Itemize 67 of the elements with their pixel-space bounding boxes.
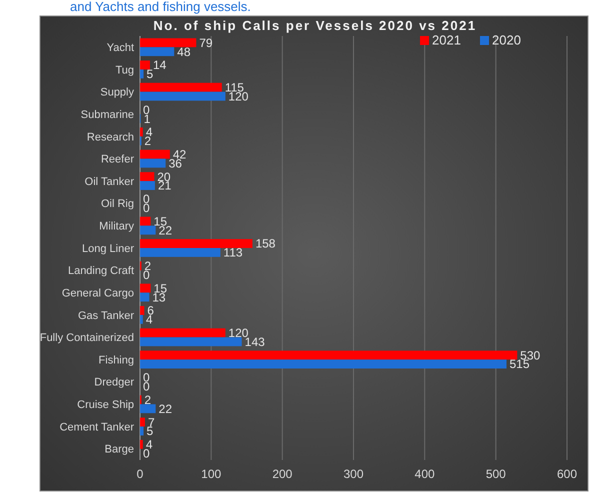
data-label: 14: [152, 58, 167, 72]
bar: [140, 350, 518, 360]
bar: [140, 284, 151, 293]
x-tick-label: 200: [272, 467, 293, 481]
bar: [140, 328, 226, 338]
bar: [140, 292, 150, 302]
chart-title: No. of ship Calls per Vessels 2020 vs 2021: [153, 18, 477, 33]
data-label: 48: [177, 44, 191, 59]
data-label: 158: [255, 236, 276, 251]
bar: [140, 158, 166, 168]
legend-label: 2020: [492, 32, 521, 48]
y-tick-label: Submarine: [80, 108, 134, 121]
data-label: 79: [199, 36, 213, 50]
y-tick-label: Barge: [104, 444, 134, 456]
bar: [140, 418, 145, 427]
bar: [140, 239, 252, 248]
y-tick-label: Gas Tanker: [78, 310, 134, 322]
bar: [140, 404, 156, 414]
y-tick-label: Tug: [115, 64, 134, 76]
text: and Yachts and fishing vessels.: [70, 0, 251, 14]
x-tick-label: 400: [414, 467, 435, 481]
data-label: 0: [143, 446, 150, 461]
data-label: 5: [146, 424, 154, 438]
y-tick-label: Yacht: [106, 42, 134, 54]
y-tick-label: Fishing: [98, 354, 134, 366]
bar: [140, 69, 144, 78]
bar: [140, 127, 143, 136]
bar: [140, 82, 222, 92]
y-tick-label: Long Liner: [82, 242, 134, 255]
bar: [140, 47, 174, 56]
bar: [140, 38, 196, 48]
data-label: 2: [144, 392, 152, 407]
data-label: 5: [146, 67, 154, 82]
y-tick-label: Research: [86, 131, 134, 144]
y-tick-label: Cruise Ship: [77, 399, 134, 412]
x-tick-label: 100: [201, 467, 222, 481]
bar: [140, 306, 144, 315]
bar: [140, 360, 507, 369]
x-tick-label: 300: [343, 467, 364, 481]
y-tick-label: Fully Containerized: [40, 332, 134, 344]
bar: [140, 426, 144, 436]
y-tick-label: Dredger: [94, 376, 134, 389]
x-tick-label: 500: [486, 467, 506, 481]
y-tick-label: Oil Rig: [100, 198, 134, 210]
y-tick-label: Supply: [100, 86, 134, 99]
y-tick-label: Oil Tanker: [84, 176, 134, 188]
bar: [140, 314, 143, 324]
bar: [140, 216, 151, 226]
bar: [140, 181, 155, 190]
x-tick-label: 0: [136, 467, 144, 481]
data-label: 22: [158, 402, 172, 416]
y-tick-label: Landing Craft: [68, 265, 134, 278]
y-tick-label: General Cargo: [62, 287, 134, 300]
bar: [140, 92, 226, 101]
data-label: 113: [223, 246, 243, 260]
bar: [140, 172, 154, 182]
bar: [140, 150, 170, 159]
x-tick-label: 600: [556, 467, 578, 481]
legend-label: 2021: [432, 32, 461, 48]
y-tick-label: Reefer: [100, 154, 134, 166]
bar: [140, 60, 150, 70]
bar: [140, 337, 242, 346]
y-tick-label: Military: [99, 220, 134, 233]
bar: [140, 248, 220, 257]
bar: [140, 226, 156, 235]
y-tick-label: Cement Tanker: [60, 421, 134, 434]
bar: [140, 440, 143, 449]
